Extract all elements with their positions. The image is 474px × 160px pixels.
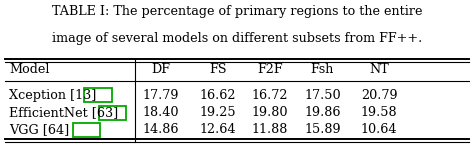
Bar	[73, 123, 100, 137]
Text: 14.86: 14.86	[143, 123, 180, 136]
Text: 18.40: 18.40	[143, 106, 180, 119]
Text: 16.72: 16.72	[252, 89, 289, 102]
Text: Xception [13]: Xception [13]	[9, 89, 97, 102]
Text: 19.25: 19.25	[200, 106, 237, 119]
Text: 12.64: 12.64	[200, 123, 237, 136]
Text: VGG [64]: VGG [64]	[9, 123, 70, 136]
Text: DF: DF	[152, 63, 171, 76]
Text: TABLE I: The percentage of primary regions to the entire: TABLE I: The percentage of primary regio…	[52, 5, 422, 18]
Text: 11.88: 11.88	[252, 123, 288, 136]
Text: NT: NT	[369, 63, 389, 76]
Bar	[84, 88, 112, 102]
Text: 10.64: 10.64	[361, 123, 398, 136]
Text: 19.86: 19.86	[304, 106, 341, 119]
Text: 17.50: 17.50	[304, 89, 341, 102]
Text: 19.80: 19.80	[252, 106, 289, 119]
Text: 17.79: 17.79	[143, 89, 180, 102]
Text: 16.62: 16.62	[200, 89, 237, 102]
Text: 19.58: 19.58	[361, 106, 398, 119]
Text: Model: Model	[9, 63, 50, 76]
Text: 20.79: 20.79	[361, 89, 398, 102]
Bar	[99, 106, 126, 120]
Text: image of several models on different subsets from FF++.: image of several models on different sub…	[52, 32, 422, 45]
Text: F2F: F2F	[257, 63, 283, 76]
Text: EfficientNet [63]: EfficientNet [63]	[9, 106, 119, 119]
Text: 15.89: 15.89	[304, 123, 341, 136]
Text: Fsh: Fsh	[310, 63, 334, 76]
Text: FS: FS	[210, 63, 227, 76]
